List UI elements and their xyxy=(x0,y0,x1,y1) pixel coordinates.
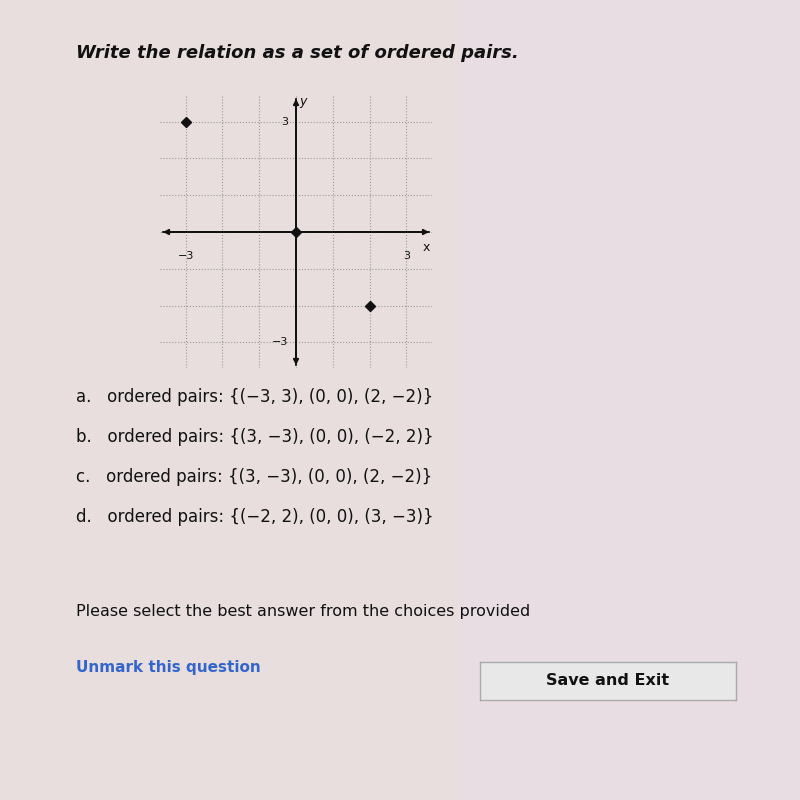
Bar xyxy=(460,0,800,800)
Text: 3: 3 xyxy=(402,251,410,261)
Text: −3: −3 xyxy=(178,251,194,261)
Text: Write the relation as a set of ordered pairs.: Write the relation as a set of ordered p… xyxy=(76,44,518,62)
Text: x: x xyxy=(422,241,430,254)
Text: d.   ordered pairs: {(−2, 2), (0, 0), (3, −3)}: d. ordered pairs: {(−2, 2), (0, 0), (3, … xyxy=(76,508,434,526)
Text: a.   ordered pairs: {(−3, 3), (0, 0), (2, −2)}: a. ordered pairs: {(−3, 3), (0, 0), (2, … xyxy=(76,388,434,406)
Text: −3: −3 xyxy=(271,338,288,347)
Text: Unmark this question: Unmark this question xyxy=(76,660,261,675)
Text: c.   ordered pairs: {(3, −3), (0, 0), (2, −2)}: c. ordered pairs: {(3, −3), (0, 0), (2, … xyxy=(76,468,432,486)
Text: 3: 3 xyxy=(281,117,288,126)
Text: Please select the best answer from the choices provided: Please select the best answer from the c… xyxy=(76,604,530,619)
Text: Save and Exit: Save and Exit xyxy=(546,674,670,688)
Text: b.   ordered pairs: {(3, −3), (0, 0), (−2, 2)}: b. ordered pairs: {(3, −3), (0, 0), (−2,… xyxy=(76,428,434,446)
Text: y: y xyxy=(299,95,306,108)
